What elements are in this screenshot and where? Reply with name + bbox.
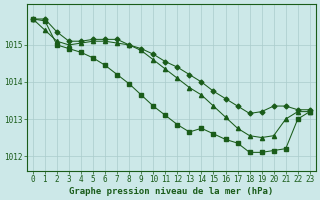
X-axis label: Graphe pression niveau de la mer (hPa): Graphe pression niveau de la mer (hPa) xyxy=(69,187,274,196)
